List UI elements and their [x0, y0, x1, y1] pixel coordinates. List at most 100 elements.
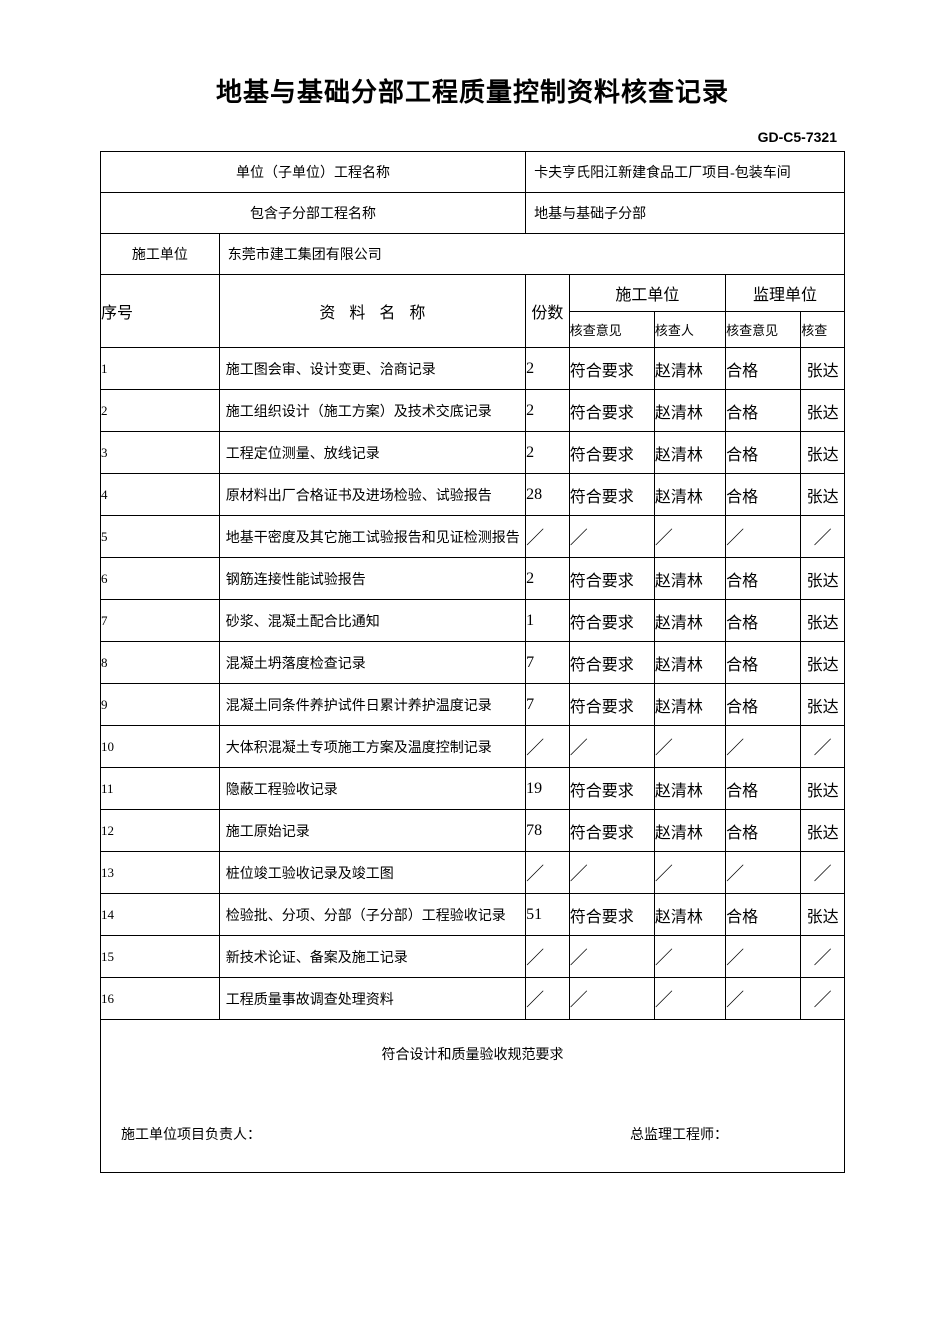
cell-supervisor-opinion: 合格 — [726, 894, 801, 936]
cell-count: ／ — [526, 936, 570, 978]
sub-name-label: 包含子分部工程名称 — [101, 193, 526, 234]
cell-contractor-checker: 赵清林 — [654, 474, 725, 516]
cell-name: 施工原始记录 — [219, 810, 525, 852]
cell-contractor-checker: ／ — [654, 936, 725, 978]
contractor-sign-label: 施工单位项目负责人： — [121, 1124, 261, 1144]
cell-count: 2 — [526, 558, 570, 600]
cell-supervisor-opinion: ／ — [726, 726, 801, 768]
cell-contractor-checker: 赵清林 — [654, 432, 725, 474]
cell-count: ／ — [526, 516, 570, 558]
cell-contractor-opinion: 符合要求 — [569, 600, 654, 642]
cell-seq: 1 — [101, 348, 220, 390]
cell-supervisor-checker: 张达 — [801, 432, 845, 474]
table-header-row-1: 序号 资料名称 份数 施工单位 监理单位 — [101, 275, 845, 312]
main-table: 单位（子单位）工程名称 卡夫亨氏阳江新建食品工厂项目-包装车间 包含子分部工程名… — [100, 151, 845, 1173]
page-container: 地基与基础分部工程质量控制资料核查记录 GD-C5-7321 单位（子单位）工程… — [0, 0, 945, 1213]
cell-contractor-opinion: 符合要求 — [569, 474, 654, 516]
cell-supervisor-checker: 张达 — [801, 348, 845, 390]
cell-count: ／ — [526, 726, 570, 768]
cell-name: 检验批、分项、分部（子分部）工程验收记录 — [219, 894, 525, 936]
cell-count: ／ — [526, 852, 570, 894]
cell-supervisor-checker: ／ — [801, 726, 845, 768]
table-row: 13桩位竣工验收记录及竣工图／／／／／ — [101, 852, 845, 894]
cell-name: 地基干密度及其它施工试验报告和见证检测报告 — [219, 516, 525, 558]
cell-supervisor-opinion: 合格 — [726, 474, 801, 516]
cell-contractor-opinion: 符合要求 — [569, 810, 654, 852]
contractor-label: 施工单位 — [101, 234, 220, 275]
cell-contractor-checker: 赵清林 — [654, 894, 725, 936]
cell-seq: 15 — [101, 936, 220, 978]
cell-seq: 10 — [101, 726, 220, 768]
cell-count: 2 — [526, 432, 570, 474]
supervisor-sign-label: 总监理工程师： — [630, 1124, 818, 1144]
cell-contractor-checker: 赵清林 — [654, 600, 725, 642]
cell-count: 51 — [526, 894, 570, 936]
cell-count: 2 — [526, 390, 570, 432]
cell-contractor-opinion: ／ — [569, 726, 654, 768]
cell-supervisor-opinion: ／ — [726, 936, 801, 978]
cell-count: 7 — [526, 684, 570, 726]
cell-seq: 9 — [101, 684, 220, 726]
table-row: 4原材料出厂合格证书及进场检验、试验报告28符合要求赵清林合格张达 — [101, 474, 845, 516]
cell-seq: 7 — [101, 600, 220, 642]
supervisor-checker-header: 核查 — [801, 312, 845, 348]
document-title: 地基与基础分部工程质量控制资料核查记录 — [100, 72, 845, 109]
cell-contractor-opinion: ／ — [569, 852, 654, 894]
cell-contractor-checker: ／ — [654, 978, 725, 1020]
cell-count: ／ — [526, 978, 570, 1020]
cell-seq: 6 — [101, 558, 220, 600]
cell-name: 钢筋连接性能试验报告 — [219, 558, 525, 600]
cell-supervisor-opinion: 合格 — [726, 810, 801, 852]
sub-name-value: 地基与基础子分部 — [526, 193, 845, 234]
contractor-group-header: 施工单位 — [569, 275, 725, 312]
contractor-value: 东莞市建工集团有限公司 — [219, 234, 844, 275]
cell-contractor-checker: 赵清林 — [654, 768, 725, 810]
cell-name: 施工组织设计（施工方案）及技术交底记录 — [219, 390, 525, 432]
supervisor-group-header: 监理单位 — [726, 275, 845, 312]
supervisor-opinion-header: 核查意见 — [726, 312, 801, 348]
cell-contractor-checker: 赵清林 — [654, 642, 725, 684]
cell-contractor-opinion: ／ — [569, 516, 654, 558]
cell-contractor-opinion: 符合要求 — [569, 684, 654, 726]
cell-contractor-opinion: ／ — [569, 978, 654, 1020]
col-seq-header: 序号 — [101, 275, 220, 348]
cell-contractor-opinion: ／ — [569, 936, 654, 978]
table-row: 8混凝土坍落度检查记录7符合要求赵清林合格张达 — [101, 642, 845, 684]
cell-seq: 2 — [101, 390, 220, 432]
cell-contractor-checker: ／ — [654, 516, 725, 558]
cell-seq: 8 — [101, 642, 220, 684]
cell-count: 1 — [526, 600, 570, 642]
cell-contractor-checker: ／ — [654, 852, 725, 894]
table-row: 2施工组织设计（施工方案）及技术交底记录2符合要求赵清林合格张达 — [101, 390, 845, 432]
cell-name: 砂浆、混凝土配合比通知 — [219, 600, 525, 642]
cell-seq: 14 — [101, 894, 220, 936]
table-row: 10大体积混凝土专项施工方案及温度控制记录／／／／／ — [101, 726, 845, 768]
cell-supervisor-opinion: 合格 — [726, 390, 801, 432]
cell-supervisor-opinion: 合格 — [726, 768, 801, 810]
table-row: 7砂浆、混凝土配合比通知1符合要求赵清林合格张达 — [101, 600, 845, 642]
cell-supervisor-opinion: 合格 — [726, 642, 801, 684]
table-body: 1施工图会审、设计变更、洽商记录2符合要求赵清林合格张达2施工组织设计（施工方案… — [101, 348, 845, 1020]
cell-supervisor-checker: ／ — [801, 852, 845, 894]
table-row: 12施工原始记录78符合要求赵清林合格张达 — [101, 810, 845, 852]
cell-name: 桩位竣工验收记录及竣工图 — [219, 852, 525, 894]
cell-contractor-checker: 赵清林 — [654, 558, 725, 600]
footer-summary: 符合设计和质量验收规范要求 — [117, 1044, 828, 1064]
table-row: 9混凝土同条件养护试件日累计养护温度记录7符合要求赵清林合格张达 — [101, 684, 845, 726]
cell-name: 工程质量事故调查处理资料 — [219, 978, 525, 1020]
cell-contractor-checker: 赵清林 — [654, 348, 725, 390]
contractor-opinion-header: 核查意见 — [569, 312, 654, 348]
table-row: 1施工图会审、设计变更、洽商记录2符合要求赵清林合格张达 — [101, 348, 845, 390]
cell-supervisor-checker: ／ — [801, 936, 845, 978]
cell-supervisor-checker: 张达 — [801, 642, 845, 684]
cell-seq: 3 — [101, 432, 220, 474]
cell-name: 混凝土同条件养护试件日累计养护温度记录 — [219, 684, 525, 726]
cell-supervisor-opinion: ／ — [726, 852, 801, 894]
cell-contractor-opinion: 符合要求 — [569, 348, 654, 390]
cell-supervisor-opinion: ／ — [726, 516, 801, 558]
footer-row: 符合设计和质量验收规范要求 施工单位项目负责人： 总监理工程师： — [101, 1020, 845, 1173]
cell-name: 大体积混凝土专项施工方案及温度控制记录 — [219, 726, 525, 768]
cell-supervisor-checker: 张达 — [801, 390, 845, 432]
cell-supervisor-checker: 张达 — [801, 810, 845, 852]
cell-seq: 16 — [101, 978, 220, 1020]
